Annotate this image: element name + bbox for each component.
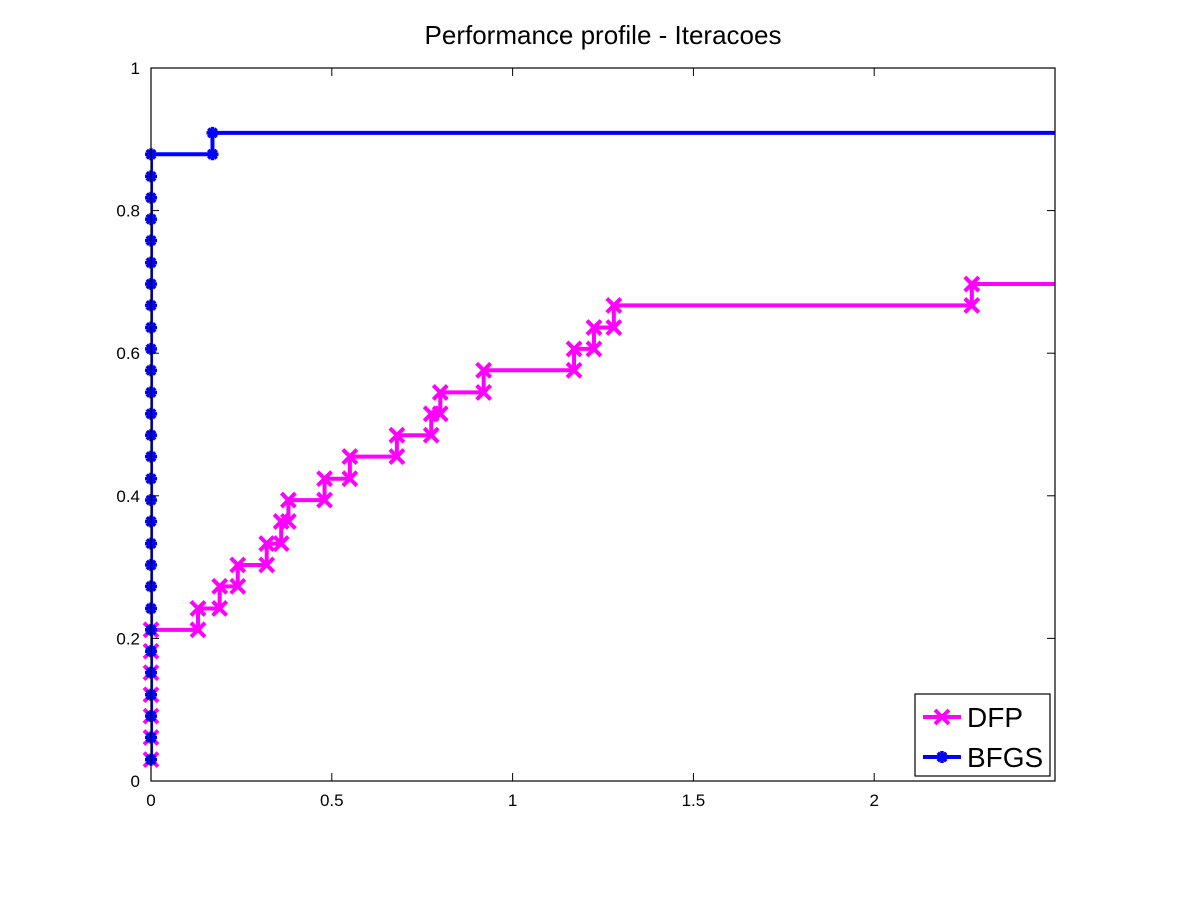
bfgs-series — [151, 130, 1055, 760]
dfp-point — [963, 297, 981, 314]
ticks-layer: 0 0.5 1 1.5 2 0 0.2 0.4 0.6 0.8 1 — [116, 59, 1055, 810]
legend-box — [914, 693, 1051, 777]
x-tick-label: 0.5 — [320, 791, 344, 810]
legend-label-bfgs: BFGS — [967, 742, 1043, 773]
legend-entry-bfgs: BFGS — [923, 742, 1043, 773]
dfp-point — [585, 319, 603, 336]
y-tick-label: 1 — [131, 59, 140, 78]
y-tick-label: 0 — [131, 772, 140, 791]
dfp-point — [279, 491, 297, 509]
legend-label-dfp: DFP — [967, 702, 1023, 733]
dfp-point — [279, 513, 297, 530]
dfp-point — [431, 384, 449, 401]
legend-marker-dfp — [933, 708, 951, 726]
dfp-point — [388, 426, 406, 444]
dfp-markers — [142, 275, 981, 769]
legend: DFP BFGS — [914, 693, 1051, 777]
axes-frame — [150, 67, 1056, 782]
dfp-point — [189, 621, 207, 639]
dfp-point — [963, 275, 981, 293]
dfp-point — [565, 340, 583, 358]
dfp-point — [475, 384, 493, 401]
dfp-point — [229, 577, 247, 595]
dfp-point — [585, 340, 603, 358]
dfp-point — [229, 556, 247, 574]
legend-entry-dfp: DFP — [923, 702, 1023, 733]
dfp-point — [341, 448, 359, 465]
dfp-point — [388, 448, 406, 465]
dfp-point — [341, 470, 359, 488]
x-tick-label: 1.5 — [682, 791, 706, 810]
dfp-point — [211, 577, 229, 595]
x-tick-label: 1 — [508, 791, 517, 810]
y-tick-label: 0.4 — [116, 487, 140, 506]
dfp-point — [605, 297, 623, 314]
dfp-point — [316, 470, 333, 488]
bfgs-point — [206, 126, 219, 139]
chart-title: Performance profile - Iteracoes — [425, 20, 782, 50]
y-tick-label: 0.6 — [116, 344, 140, 363]
bfgs-line — [151, 130, 1055, 760]
x-tick-label: 0 — [146, 791, 155, 810]
bfgs-point — [206, 148, 219, 161]
dfp-point — [605, 319, 623, 336]
y-tick-label: 0.2 — [116, 629, 140, 648]
dfp-series — [151, 282, 1055, 760]
dfp-point — [272, 535, 290, 552]
dfp-point — [431, 405, 449, 423]
dfp-point — [316, 491, 333, 509]
x-tick-label: 2 — [869, 791, 878, 810]
dfp-line — [151, 282, 1055, 760]
y-tick-label: 0.8 — [116, 202, 140, 221]
dfp-point — [211, 600, 229, 617]
dfp-point — [189, 600, 207, 617]
legend-marker-bfgs — [936, 751, 948, 763]
dfp-point — [475, 361, 493, 379]
dfp-point — [422, 426, 440, 444]
dfp-point — [565, 361, 583, 379]
dfp-point — [258, 535, 276, 552]
series-layer — [142, 126, 1055, 769]
bfgs-markers — [145, 126, 219, 766]
dfp-point — [258, 556, 276, 574]
